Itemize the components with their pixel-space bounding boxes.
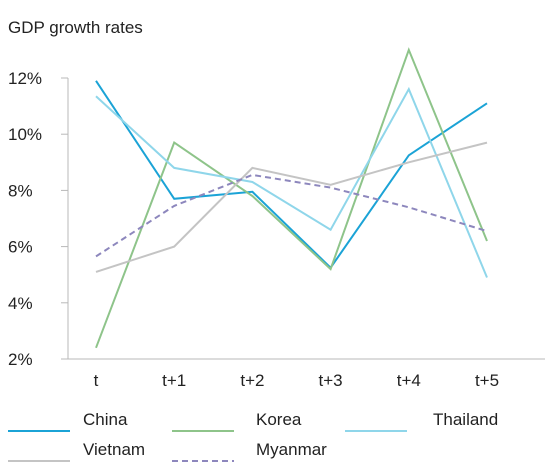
- series-line-vietnam: [95, 141, 488, 273]
- x-tick-label: t+3: [319, 371, 343, 390]
- y-tick-label: 12%: [8, 69, 42, 88]
- series-line-china: [95, 80, 488, 270]
- y-tick-label: 6%: [8, 238, 33, 257]
- axes: [61, 77, 545, 360]
- legend-label-myanmar: Myanmar: [256, 440, 327, 459]
- y-tick-label: 10%: [8, 125, 42, 144]
- x-tick-label: t+5: [475, 371, 499, 390]
- y-tick-label: 2%: [8, 350, 33, 369]
- series-line-thailand: [95, 86, 488, 278]
- x-tick-label: t+1: [162, 371, 186, 390]
- y-tick-label: 8%: [8, 181, 33, 200]
- legend-label-korea: Korea: [256, 410, 302, 429]
- x-tick-label: t+4: [397, 371, 421, 390]
- legend-label-thailand: Thailand: [433, 410, 498, 429]
- series-lines: [95, 47, 488, 349]
- chart-title: GDP growth rates: [8, 18, 143, 37]
- x-tick-labels: t t+1 t+2 t+3 t+4 t+5: [94, 371, 499, 390]
- legend-label-vietnam: Vietnam: [83, 440, 145, 459]
- series-line-myanmar: [95, 173, 488, 258]
- series-line-korea: [95, 47, 488, 349]
- legend: China Korea Thailand Vietnam Myanmar: [8, 410, 498, 462]
- y-tick-label: 4%: [8, 294, 33, 313]
- x-tick-label: t+2: [240, 371, 264, 390]
- x-tick-label: t: [94, 371, 99, 390]
- y-tick-labels: 2% 4% 6% 8% 10% 12%: [8, 69, 42, 369]
- legend-label-china: China: [83, 410, 128, 429]
